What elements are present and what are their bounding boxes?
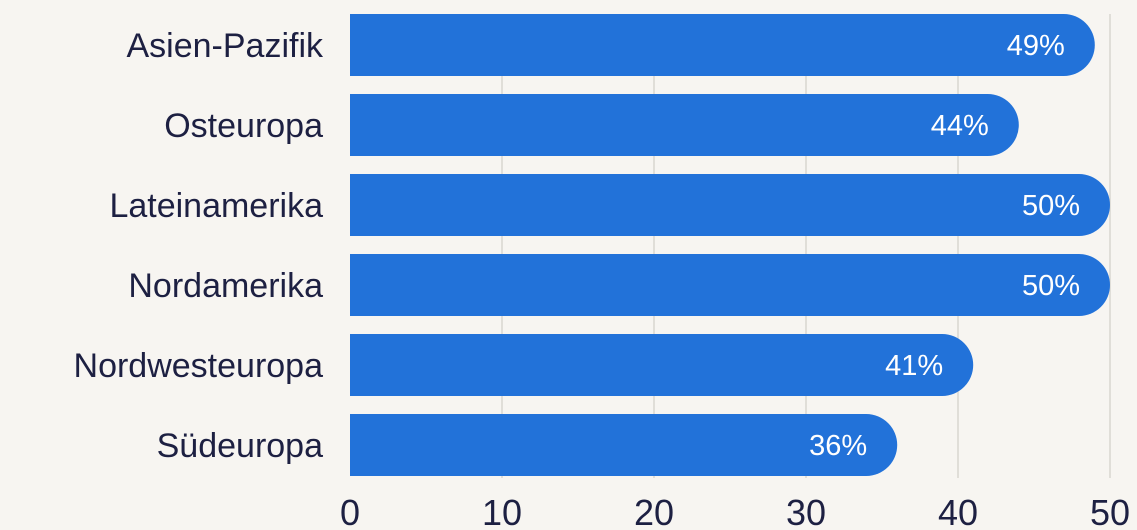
value-label: 49%: [1007, 30, 1065, 62]
value-label: 41%: [885, 350, 943, 382]
bar-nordwesteuropa: [350, 334, 974, 396]
category-label: Lateinamerika: [109, 187, 323, 225]
category-label: Osteuropa: [164, 107, 323, 145]
bar-osteuropa: [350, 94, 1019, 156]
category-label: Nordamerika: [128, 267, 323, 305]
bar-lateinamerika: [350, 174, 1110, 236]
x-tick-label: 30: [786, 492, 826, 530]
grid-lines: [501, 14, 1111, 478]
category-label: Asien-Pazifik: [126, 27, 324, 65]
x-axis-ticks: 0 10 20 30 40 50: [340, 492, 1130, 530]
category-label: Nordwesteuropa: [74, 347, 324, 385]
value-label: 44%: [931, 110, 989, 142]
bars: 49% 44% 50% 50% 41% 36%: [350, 14, 1110, 476]
category-labels: Asien-Pazifik Osteuropa Lateinamerika Norda…: [74, 27, 324, 465]
x-tick-label: 20: [634, 492, 674, 530]
value-label: 36%: [809, 430, 867, 462]
x-tick-label: 50: [1090, 492, 1130, 530]
bar-s-deuropa: [350, 414, 898, 476]
x-tick-label: 10: [482, 492, 522, 530]
x-tick-label: 0: [340, 492, 360, 530]
x-tick-label: 40: [938, 492, 978, 530]
value-label: 50%: [1022, 270, 1080, 302]
category-label: Südeuropa: [157, 427, 323, 465]
bar-asien-pazifik: [350, 14, 1095, 76]
bar-nordamerika: [350, 254, 1110, 316]
value-label: 50%: [1022, 190, 1080, 222]
